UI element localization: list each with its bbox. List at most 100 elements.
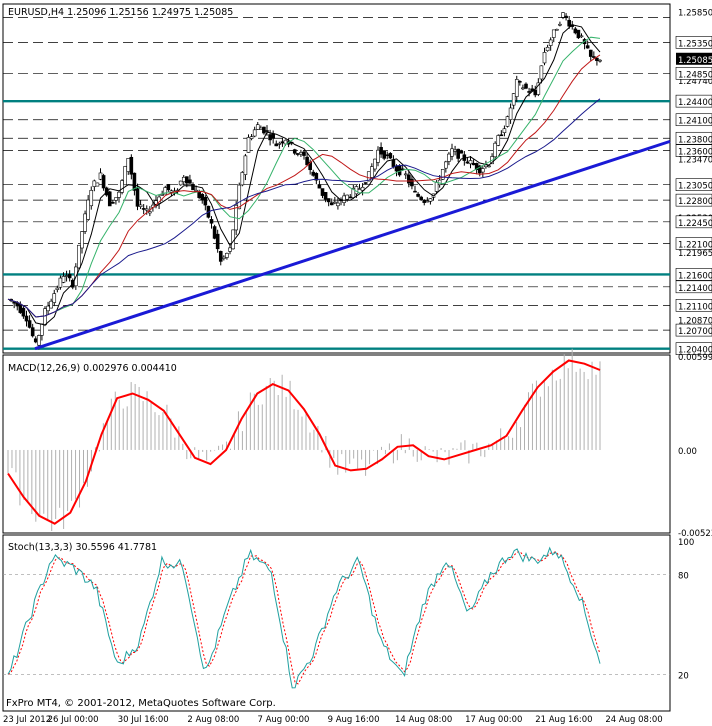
- x-axis-label: 7 Aug 00:00: [257, 715, 309, 725]
- price-label: 1.25350: [678, 39, 712, 49]
- candle-body: [249, 136, 254, 139]
- candle-body: [30, 327, 35, 337]
- stoch-axis-label: 20: [678, 672, 689, 682]
- price-label: 1.23600: [678, 148, 712, 158]
- candle-body: [391, 159, 396, 167]
- stoch-pane-border: [2, 534, 671, 712]
- candle-body: [280, 141, 285, 144]
- level-price-box: [675, 215, 712, 229]
- candle-body: [98, 172, 103, 180]
- price-label: 1.21100: [678, 302, 712, 312]
- x-axis-label: 26 Jul 00:00: [48, 715, 99, 725]
- price-label: 1.21400: [678, 284, 712, 294]
- level-price-box: [675, 131, 712, 145]
- x-axis-label: 2 Aug 08:00: [187, 715, 239, 725]
- candle-body: [107, 191, 112, 207]
- candle-body: [521, 87, 525, 90]
- candle-body: [49, 300, 53, 309]
- candle-body: [592, 56, 596, 58]
- level-price-box: [675, 67, 712, 80]
- candle-body: [83, 213, 87, 232]
- candle-body: [376, 149, 380, 163]
- candle-body: [237, 184, 242, 210]
- candle-body: [126, 157, 131, 172]
- candle-body: [533, 89, 538, 96]
- candle-body: [252, 129, 257, 137]
- candle-body: [471, 162, 476, 166]
- main-pane-border: [2, 3, 671, 354]
- candle-body: [178, 180, 183, 186]
- candle-body: [58, 277, 63, 288]
- candle-body: [169, 190, 174, 193]
- macd-axis-label: 0.00599: [678, 353, 712, 363]
- candle-body: [453, 149, 457, 152]
- candle-body: [129, 156, 134, 175]
- candle-body: [558, 23, 562, 26]
- candle-body: [114, 197, 118, 201]
- candle-body: [67, 274, 72, 279]
- candle-body: [197, 191, 201, 198]
- candle-body: [268, 134, 272, 141]
- stoch-axis-label: 80: [678, 571, 689, 581]
- candle-body: [323, 192, 328, 200]
- candle-body: [595, 57, 599, 62]
- ma-black-line: [7, 24, 601, 326]
- level-price-box: [675, 113, 712, 127]
- candle-body: [345, 194, 349, 200]
- candle-body: [450, 148, 454, 157]
- candle-body: [144, 208, 149, 211]
- price-label: 1.25085: [678, 56, 712, 66]
- candle-body: [484, 164, 488, 168]
- macd-axis-label: 0.00: [678, 447, 697, 457]
- candle-body: [18, 303, 23, 313]
- price-label: 1.23800: [678, 135, 712, 145]
- candle-body: [141, 208, 146, 210]
- x-axis-label: 21 Aug 16:00: [535, 715, 592, 725]
- stoch-pane: [3, 546, 670, 689]
- candle-body: [27, 320, 32, 328]
- candle-body: [305, 156, 309, 166]
- candle-body: [33, 338, 38, 343]
- candle-body: [363, 182, 368, 184]
- candle-body: [539, 65, 544, 80]
- stoch-axis-label: 100: [678, 538, 694, 548]
- candle-body: [243, 155, 248, 175]
- level-price-box: [675, 144, 712, 157]
- price-label: 1.21600: [678, 271, 712, 281]
- candle-body: [373, 158, 377, 170]
- candle-body: [567, 19, 571, 27]
- current-price-marker: [676, 52, 712, 65]
- candle-body: [277, 143, 282, 145]
- candle-body: [265, 130, 269, 132]
- candle-body: [203, 196, 208, 206]
- candle-body: [413, 190, 417, 193]
- candle-body: [228, 247, 232, 252]
- price-label: 1.22800: [678, 197, 712, 207]
- candle-body: [259, 127, 263, 130]
- candle-body: [333, 201, 337, 204]
- candle-body: [218, 251, 223, 262]
- candle-body: [163, 187, 168, 195]
- candle-body: [329, 202, 334, 206]
- candle-body: [326, 198, 331, 203]
- level-price-box: [675, 323, 712, 337]
- price-label: 1.23470: [678, 156, 712, 166]
- candle-body: [428, 198, 433, 202]
- candle-body: [416, 193, 420, 197]
- macd-pane-border: [2, 354, 671, 534]
- price-pane: [3, 12, 671, 351]
- candle-body: [434, 182, 439, 192]
- candle-body: [166, 184, 171, 191]
- candle-body: [481, 168, 485, 173]
- candle-body: [123, 166, 127, 186]
- candle-body: [296, 153, 300, 155]
- candle-body: [576, 29, 581, 39]
- candle-body: [311, 171, 316, 176]
- candle-body: [545, 46, 550, 52]
- x-axis-label: 30 Jul 16:00: [118, 715, 169, 725]
- candle-body: [388, 153, 393, 159]
- level-price-box: [675, 299, 712, 312]
- candle-body: [262, 126, 266, 134]
- candle-body: [274, 143, 279, 147]
- candle-body: [370, 166, 374, 178]
